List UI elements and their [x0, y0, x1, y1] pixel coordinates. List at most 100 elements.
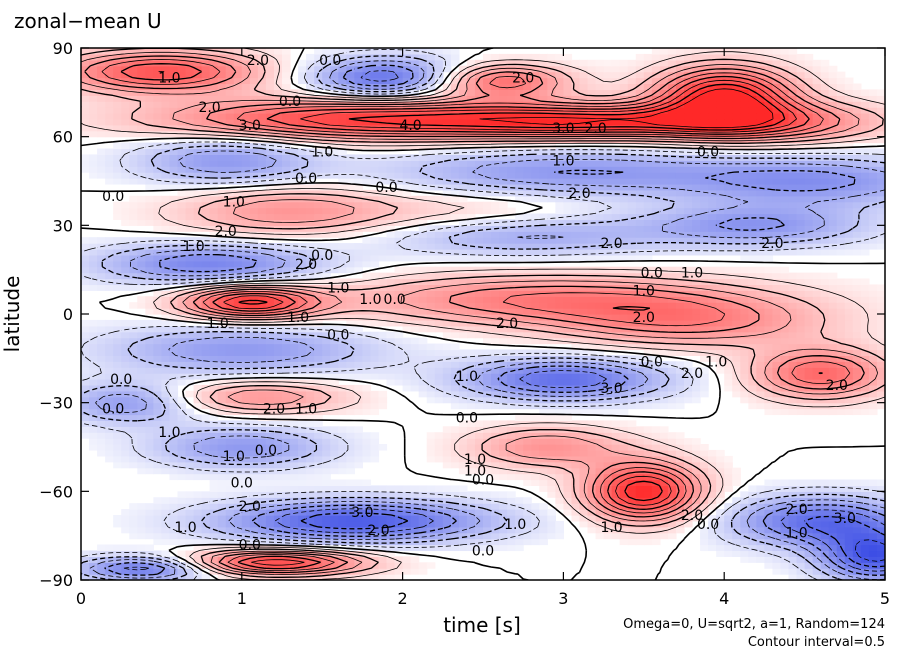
field-cell [563, 266, 573, 274]
field-cell [418, 213, 428, 221]
field-cell [788, 544, 798, 552]
field-cell [145, 509, 154, 516]
field-cell [442, 509, 452, 516]
field-cell [780, 402, 790, 410]
field-cell [860, 550, 870, 557]
field-cell [684, 503, 693, 510]
field-cell [507, 526, 516, 534]
field-cell [137, 432, 146, 439]
field-cell [298, 213, 307, 221]
field-cell [217, 290, 227, 297]
field-cell [828, 396, 838, 404]
field-cell [145, 396, 154, 404]
field-cell [466, 390, 476, 398]
field-cell [531, 420, 540, 427]
field-cell [675, 467, 685, 475]
field-cell [796, 349, 806, 356]
field-cell [579, 373, 589, 380]
field-cell [233, 538, 243, 546]
field-cell [153, 509, 162, 516]
field-cell [788, 479, 798, 487]
field-cell [780, 284, 790, 291]
field-cell [844, 302, 854, 309]
field-cell [217, 337, 227, 345]
field-cell [780, 520, 790, 528]
field-cell [362, 284, 372, 291]
field-cell [217, 278, 227, 286]
field-cell [643, 379, 653, 386]
field-cell [273, 361, 283, 368]
field-cell [81, 390, 90, 398]
field-cell [571, 314, 581, 321]
field-cell [434, 248, 444, 256]
field-cell [547, 290, 556, 297]
field-cell [314, 497, 323, 504]
field-cell [322, 361, 331, 368]
field-cell [145, 319, 154, 327]
field-cell [346, 248, 355, 256]
field-cell [89, 390, 98, 398]
field-cell [298, 361, 307, 368]
field-cell [121, 550, 130, 557]
field-cell [788, 290, 798, 297]
field-cell [249, 379, 259, 386]
field-cell [113, 367, 122, 374]
field-cell [740, 237, 749, 244]
field-cell [97, 420, 106, 427]
field-cell [225, 467, 235, 475]
field-cell [756, 349, 765, 356]
field-cell [225, 290, 235, 297]
field-cell [121, 526, 130, 534]
field-cell [249, 485, 259, 492]
field-cell [362, 556, 372, 563]
field-cell [273, 314, 283, 321]
field-cell [748, 556, 757, 563]
field-cell [209, 361, 219, 368]
field-cell [458, 278, 468, 286]
field-cell [209, 231, 219, 238]
field-cell [362, 396, 372, 404]
field-cell [265, 219, 275, 226]
field-cell [555, 396, 564, 404]
field-cell [354, 461, 363, 469]
field-cell [756, 532, 765, 540]
field-cell [692, 485, 701, 492]
field-cell [442, 325, 452, 333]
field-cell [241, 390, 251, 398]
field-cell [386, 213, 396, 221]
field-cell [860, 225, 870, 232]
field-cell [587, 361, 597, 368]
field-cell [844, 278, 854, 286]
field-cell [635, 278, 645, 286]
field-cell [330, 213, 339, 221]
field-cell [836, 308, 846, 315]
field-cell [169, 343, 179, 351]
field-cell [217, 432, 227, 439]
field-cell [217, 497, 227, 504]
field-cell [410, 556, 420, 563]
field-cell [732, 284, 741, 291]
field-cell [515, 438, 524, 445]
field-cell [523, 373, 532, 380]
field-cell [378, 562, 388, 569]
field-cell [772, 526, 782, 534]
field-cell [474, 308, 484, 315]
field-cell [354, 438, 363, 445]
field-cell [764, 213, 774, 221]
field-cell [788, 568, 798, 575]
field-cell [89, 402, 98, 410]
field-cell [370, 396, 380, 404]
field-cell [153, 308, 162, 315]
field-cell [169, 319, 179, 327]
field-cell [659, 225, 669, 232]
field-cell [675, 485, 685, 492]
field-cell [788, 520, 798, 528]
field-cell [97, 266, 106, 274]
field-cell [876, 520, 885, 528]
field-cell [314, 455, 323, 463]
field-cell [137, 343, 146, 351]
field-cell [257, 509, 267, 516]
field-cell [426, 266, 436, 274]
field-cell [531, 473, 540, 481]
field-cell [804, 373, 814, 380]
